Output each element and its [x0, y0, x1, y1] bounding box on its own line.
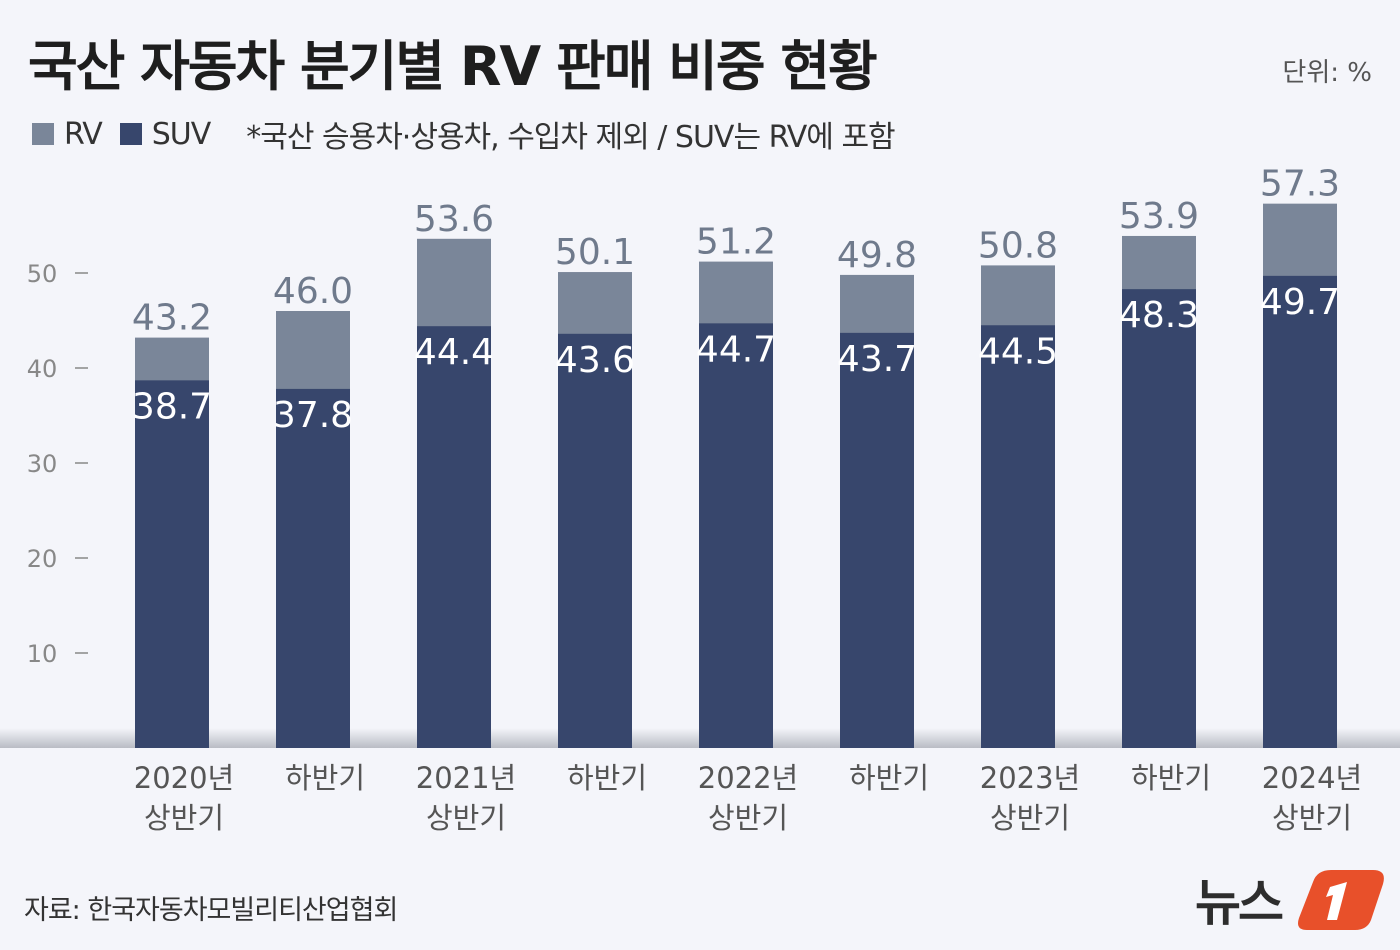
- suv-value-label: 49.7: [1260, 282, 1340, 323]
- y-tick-label: 20: [27, 545, 58, 573]
- x-tick-label: 하반기: [567, 761, 647, 795]
- source-text: 자료: 한국자동차모빌리티산업협회: [24, 895, 398, 926]
- x-tick-label: 2022년: [698, 761, 798, 795]
- x-tick-label: 상반기: [144, 801, 224, 835]
- rv-value-label: 46.0: [273, 271, 353, 312]
- suv-value-label: 38.7: [132, 386, 212, 427]
- bar-suv: [276, 388, 350, 748]
- y-tick-label: 30: [27, 450, 58, 478]
- y-tick-label: 40: [27, 355, 58, 383]
- unit-label: 단위: %: [1282, 58, 1372, 88]
- news1-logo: 뉴스: [1195, 862, 1390, 936]
- x-tick-label: 상반기: [426, 801, 506, 835]
- rv-value-label: 57.3: [1260, 164, 1340, 205]
- bar-suv: [1122, 289, 1196, 748]
- legend-label-suv: SUV: [151, 116, 212, 152]
- x-tick-label: 상반기: [990, 801, 1070, 835]
- bar-suv: [558, 333, 632, 748]
- legend-swatch-suv: [119, 123, 142, 145]
- y-tick-label: 10: [27, 640, 58, 668]
- x-tick-label: 2021년: [416, 761, 516, 795]
- svg-text:뉴스: 뉴스: [1195, 874, 1283, 932]
- chart-note: *국산 승용차·상용차, 수입차 제외 / SUV는 RV에 포함: [246, 120, 895, 155]
- suv-value-label: 43.6: [555, 340, 635, 381]
- rv-value-label: 53.9: [1119, 196, 1199, 237]
- bar-suv: [417, 326, 491, 748]
- x-tick-label: 2020년: [134, 761, 234, 795]
- legend-label-rv: RV: [64, 116, 103, 152]
- bar-suv: [981, 325, 1055, 748]
- suv-value-label: 44.7: [696, 329, 776, 370]
- suv-value-label: 37.8: [273, 395, 353, 436]
- x-tick-label: 상반기: [708, 801, 788, 835]
- x-tick-label: 2023년: [980, 761, 1080, 795]
- suv-value-label: 44.5: [978, 331, 1058, 372]
- x-tick-label: 상반기: [1272, 801, 1352, 835]
- rv-value-label: 50.8: [978, 225, 1058, 266]
- x-tick-label: 하반기: [285, 761, 365, 795]
- rv-value-label: 53.6: [414, 199, 494, 240]
- rv-value-label: 43.2: [132, 298, 212, 339]
- suv-value-label: 43.7: [837, 339, 917, 380]
- x-tick-label: 2024년: [1262, 761, 1362, 795]
- legend: RV SUV *국산 승용차·상용차, 수입차 제외 / SUV는 RV에 포함: [32, 112, 896, 156]
- rv-value-label: 50.1: [555, 232, 635, 273]
- legend-swatch-rv: [32, 123, 54, 145]
- suv-value-label: 48.3: [1119, 295, 1199, 336]
- rv-value-label: 49.8: [837, 235, 917, 276]
- x-tick-label: 하반기: [1131, 761, 1211, 795]
- rv-value-label: 51.2: [696, 222, 776, 263]
- x-tick-label: 하반기: [849, 761, 929, 795]
- bar-suv: [840, 332, 914, 748]
- bar-suv: [1263, 275, 1337, 748]
- bar-suv: [699, 323, 773, 748]
- y-tick-label: 50: [27, 260, 58, 288]
- bar-suv: [135, 380, 209, 748]
- chart-title: 국산 자동차 분기별 RV 판매 비중 현황: [28, 35, 878, 98]
- suv-value-label: 44.4: [414, 332, 494, 373]
